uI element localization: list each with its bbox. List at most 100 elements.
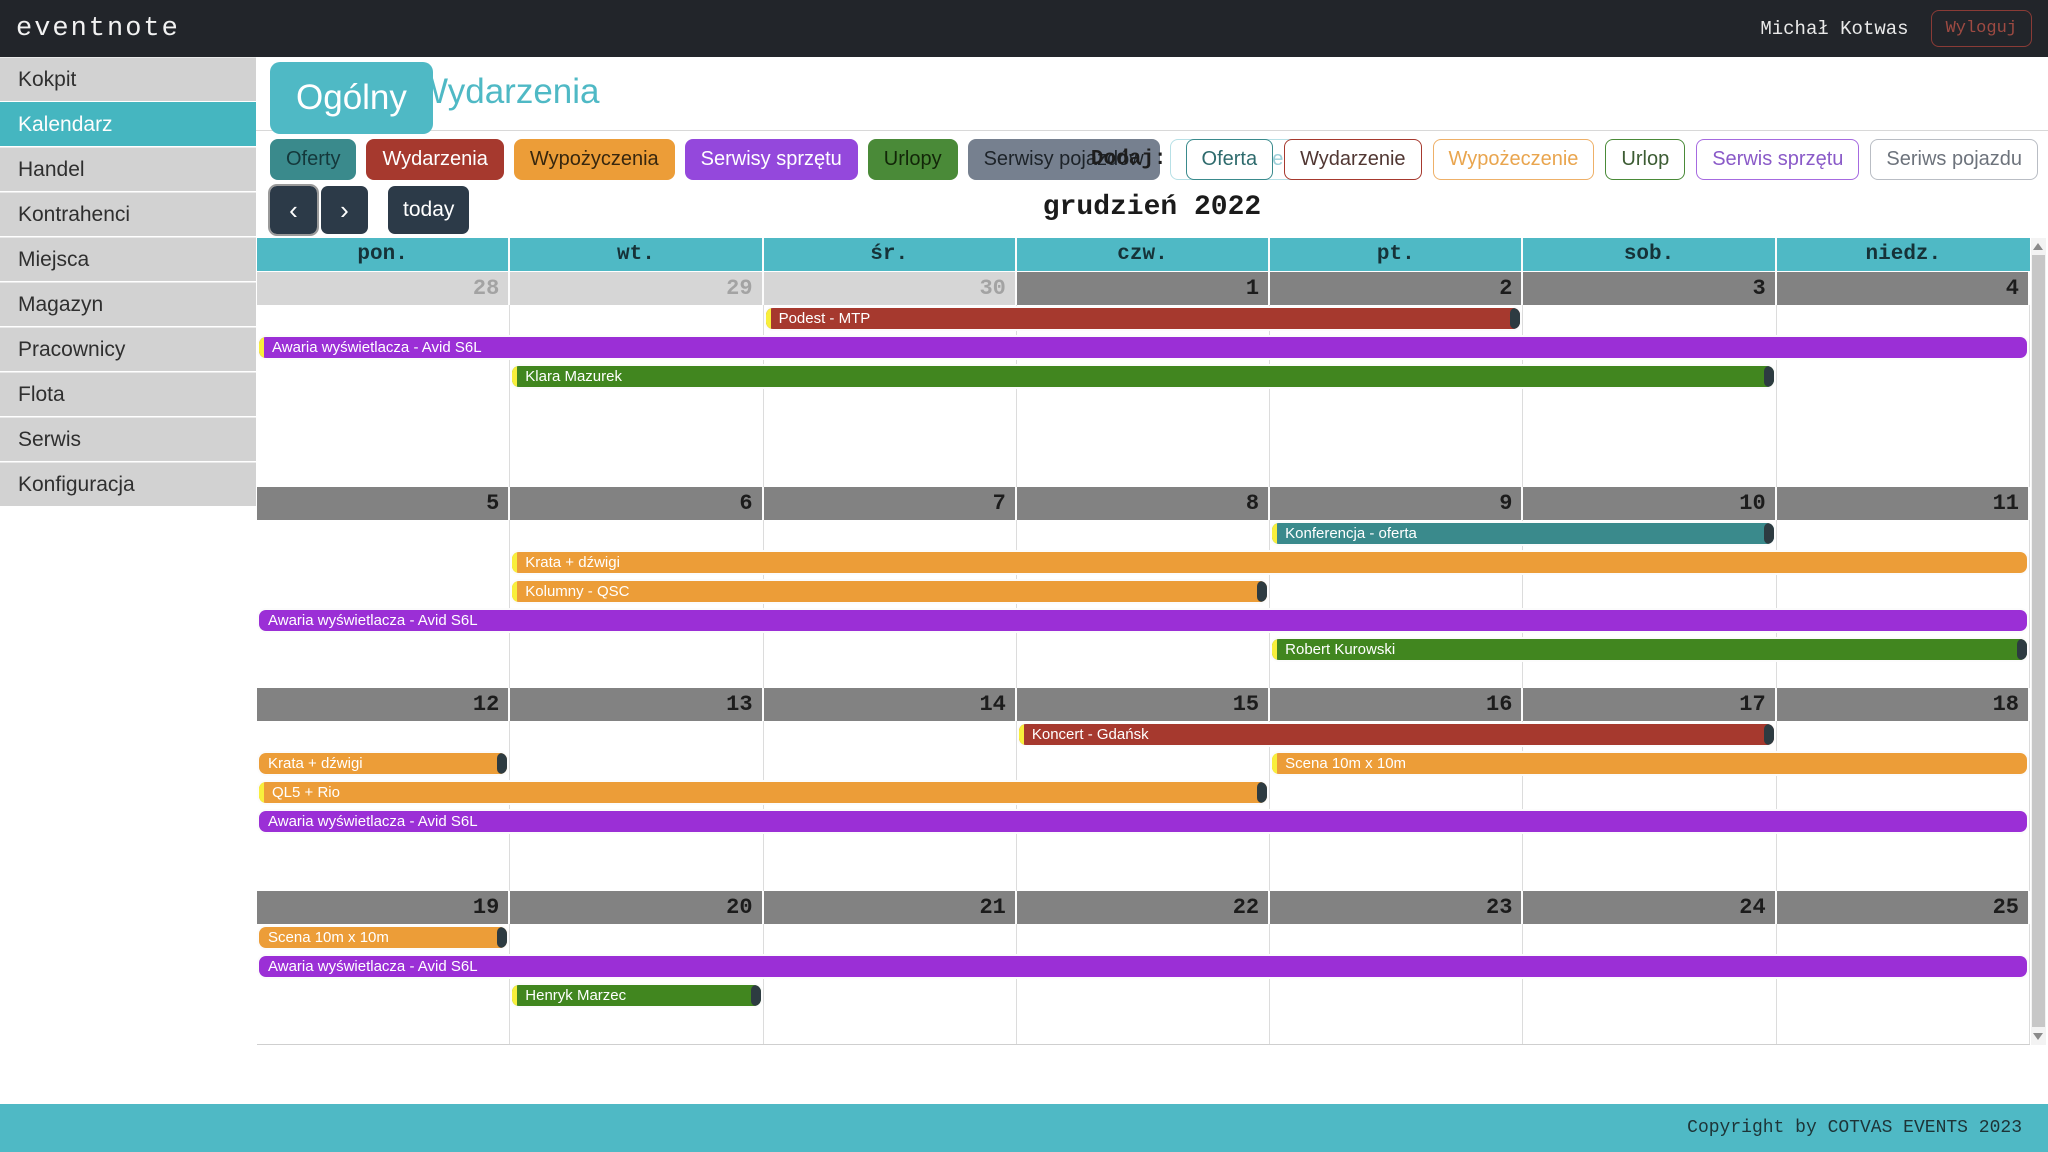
day-column bbox=[1777, 272, 2030, 487]
event-bar-scena-10m-x-10m[interactable]: Scena 10m x 10m bbox=[1272, 753, 2027, 774]
sidebar-item-handel[interactable]: Handel bbox=[0, 147, 256, 191]
day-number-cell: 28 bbox=[257, 272, 511, 305]
event-bar-podest-mtp[interactable]: Podest - MTP bbox=[765, 308, 1521, 329]
day-number-cell: 14 bbox=[763, 688, 1017, 721]
event-start-marker bbox=[1272, 523, 1278, 544]
event-label: Krata + dźwigi bbox=[525, 554, 620, 571]
sidebar-item-pracownicy[interactable]: Pracownicy bbox=[0, 327, 256, 371]
event-end-cap-icon bbox=[497, 753, 508, 774]
filter-button-urlopy[interactable]: Urlopy bbox=[867, 139, 958, 180]
filter-button-serwisy-pojazdow[interactable]: Serwisy pojazdów bbox=[967, 139, 1160, 180]
event-bar-awaria-wyswietlacza-avid-s6l[interactable]: Awaria wyświetlacza - Avid S6L bbox=[259, 610, 2027, 631]
add-button-seriws-pojazdu[interactable]: Seriws pojazdu bbox=[1870, 139, 2038, 180]
event-label: Konferencja - oferta bbox=[1285, 525, 1417, 542]
day-column bbox=[257, 487, 511, 688]
logout-button[interactable]: Wyloguj bbox=[1930, 10, 2032, 47]
sidebar-item-kontrahenci[interactable]: Kontrahenci bbox=[0, 192, 256, 236]
sidebar-item-konfiguracja[interactable]: Konfiguracja bbox=[0, 462, 256, 506]
event-bar-konferencja-oferta[interactable]: Konferencja - oferta bbox=[1272, 523, 1774, 544]
event-bar-scena-10m-x-10m[interactable]: Scena 10m x 10m bbox=[259, 927, 508, 948]
app-logo: eventnote bbox=[16, 13, 180, 44]
scrollbar-thumb[interactable] bbox=[2032, 255, 2045, 1027]
day-number-cell: 10 bbox=[1523, 487, 1777, 520]
event-bar-kolumny-qsc[interactable]: Kolumny - QSC bbox=[512, 581, 1268, 602]
event-label: Awaria wyświetlacza - Avid S6L bbox=[268, 958, 478, 975]
event-bar-henryk-marzec[interactable]: Henryk Marzec bbox=[512, 985, 761, 1006]
scrollbar-up-icon[interactable] bbox=[2033, 243, 2043, 250]
day-number-cell: 9 bbox=[1270, 487, 1524, 520]
day-number-cell: 25 bbox=[1776, 891, 2030, 924]
event-bar-awaria-wyswietlacza-avid-s6l[interactable]: Awaria wyświetlacza - Avid S6L bbox=[259, 337, 2027, 358]
filter-button-oferty[interactable]: Oferty bbox=[270, 139, 357, 180]
event-bar-ql5-rio[interactable]: QL5 + Rio bbox=[259, 782, 1268, 803]
event-bar-awaria-wyswietlacza-avid-s6l[interactable]: Awaria wyświetlacza - Avid S6L bbox=[259, 811, 2027, 832]
event-label: Scena 10m x 10m bbox=[1285, 755, 1407, 772]
day-column bbox=[1777, 891, 2030, 1044]
event-label: QL5 + Rio bbox=[272, 784, 340, 801]
add-label: Dodaj: bbox=[1090, 148, 1167, 171]
event-label: Scena 10m x 10m bbox=[268, 929, 389, 946]
filter-button-serwisy-sprzetu[interactable]: Serwisy sprzętu bbox=[684, 139, 858, 180]
prev-month-button[interactable]: ‹ bbox=[268, 184, 319, 236]
day-number-cell: 5 bbox=[257, 487, 511, 520]
event-label: Krata + dźwigi bbox=[268, 755, 363, 772]
day-number-cell: 30 bbox=[763, 272, 1017, 305]
event-label: Podest - MTP bbox=[778, 310, 871, 327]
event-label: Awaria wyświetlacza - Avid S6L bbox=[268, 813, 478, 830]
weekday-header-wt: wt. bbox=[510, 238, 764, 271]
event-end-cap-icon bbox=[1763, 366, 1774, 387]
sidebar-item-kalendarz[interactable]: Kalendarz bbox=[0, 102, 256, 146]
filter-button-wypozyczenia[interactable]: Wypożyczenia bbox=[513, 139, 675, 180]
add-button-wypozeczenie[interactable]: Wypożeczenie bbox=[1432, 139, 1595, 180]
event-label: Kolumny - QSC bbox=[525, 583, 630, 600]
filter-button-wydarzenia[interactable]: Wydarzenia bbox=[366, 139, 504, 180]
sidebar-item-kokpit[interactable]: Kokpit bbox=[0, 57, 256, 101]
day-number-cell: 11 bbox=[1776, 487, 2030, 520]
day-column bbox=[1777, 688, 2030, 891]
calendar-grid: pon. wt. śr. czw. pt. sob. niedz. 28 29 30 1 2 3 4 Pod… bbox=[257, 238, 2030, 1045]
event-label: Robert Kurowski bbox=[1285, 641, 1396, 658]
event-bar-krata-d-wigi[interactable]: Krata + dźwigi bbox=[512, 552, 2027, 573]
sidebar-item-serwis[interactable]: Serwis bbox=[0, 417, 256, 461]
tab-wydarzenia[interactable]: Wydarzenia bbox=[415, 72, 600, 111]
event-end-cap-icon bbox=[2016, 639, 2027, 660]
event-bar-awaria-wyswietlacza-avid-s6l[interactable]: Awaria wyświetlacza - Avid S6L bbox=[259, 956, 2027, 977]
chevron-right-icon: › bbox=[340, 194, 349, 225]
day-column bbox=[1523, 688, 1777, 891]
event-bar-klara-mazurek[interactable]: Klara Mazurek bbox=[512, 366, 1774, 387]
today-button[interactable]: today bbox=[388, 186, 470, 234]
sidebar-item-flota[interactable]: Flota bbox=[0, 372, 256, 416]
next-month-button[interactable]: › bbox=[321, 186, 368, 234]
calendar-week-row: 12 13 14 15 16 17 18 Koncert - Gdańsk Krata + dź… bbox=[257, 688, 2030, 891]
weekday-header-sr: śr. bbox=[763, 238, 1017, 271]
event-bar-robert-kurowski[interactable]: Robert Kurowski bbox=[1272, 639, 2027, 660]
scrollbar-down-icon[interactable] bbox=[2033, 1033, 2043, 1040]
day-column bbox=[1017, 688, 1271, 891]
calendar-week-row: 19 20 21 22 23 24 25 Scena 10m x 10m Awaria wyśw… bbox=[257, 891, 2030, 1044]
tabs-underline bbox=[256, 130, 2048, 131]
weekday-header-niedz: niedz. bbox=[1776, 238, 2030, 271]
event-bar-krata-d-wigi[interactable]: Krata + dźwigi bbox=[259, 753, 508, 774]
weekday-header-pt: pt. bbox=[1270, 238, 1524, 271]
day-number-cell: 15 bbox=[1016, 688, 1271, 721]
add-button-serwis-sprzetu[interactable]: Serwis sprzętu bbox=[1696, 139, 1860, 180]
event-start-marker bbox=[765, 308, 771, 329]
add-button-urlop[interactable]: Urlop bbox=[1605, 139, 1686, 180]
tab-ogolny[interactable]: Ogólny bbox=[270, 62, 433, 134]
sidebar-item-magazyn[interactable]: Magazyn bbox=[0, 282, 256, 326]
event-start-marker bbox=[1018, 724, 1024, 745]
day-number-cell: 22 bbox=[1016, 891, 1271, 924]
day-number-cell: 8 bbox=[1016, 487, 1271, 520]
calendar-title: grudzień 2022 bbox=[1042, 192, 1262, 223]
calendar-scrollbar[interactable] bbox=[2031, 238, 2046, 1045]
event-bar-koncert-gdansk[interactable]: Koncert - Gdańsk bbox=[1018, 724, 1774, 745]
event-label: Klara Mazurek bbox=[525, 368, 622, 385]
day-column bbox=[257, 272, 511, 487]
event-start-marker bbox=[1272, 753, 1278, 774]
day-number-cell: 1 bbox=[1016, 272, 1271, 305]
sidebar-item-miejsca[interactable]: Miejsca bbox=[0, 237, 256, 281]
day-number-cell: 3 bbox=[1523, 272, 1777, 305]
add-button-oferta[interactable]: Oferta bbox=[1185, 139, 1274, 180]
event-end-cap-icon bbox=[1763, 724, 1774, 745]
add-button-wydarzenie[interactable]: Wydarzenie bbox=[1284, 139, 1422, 180]
